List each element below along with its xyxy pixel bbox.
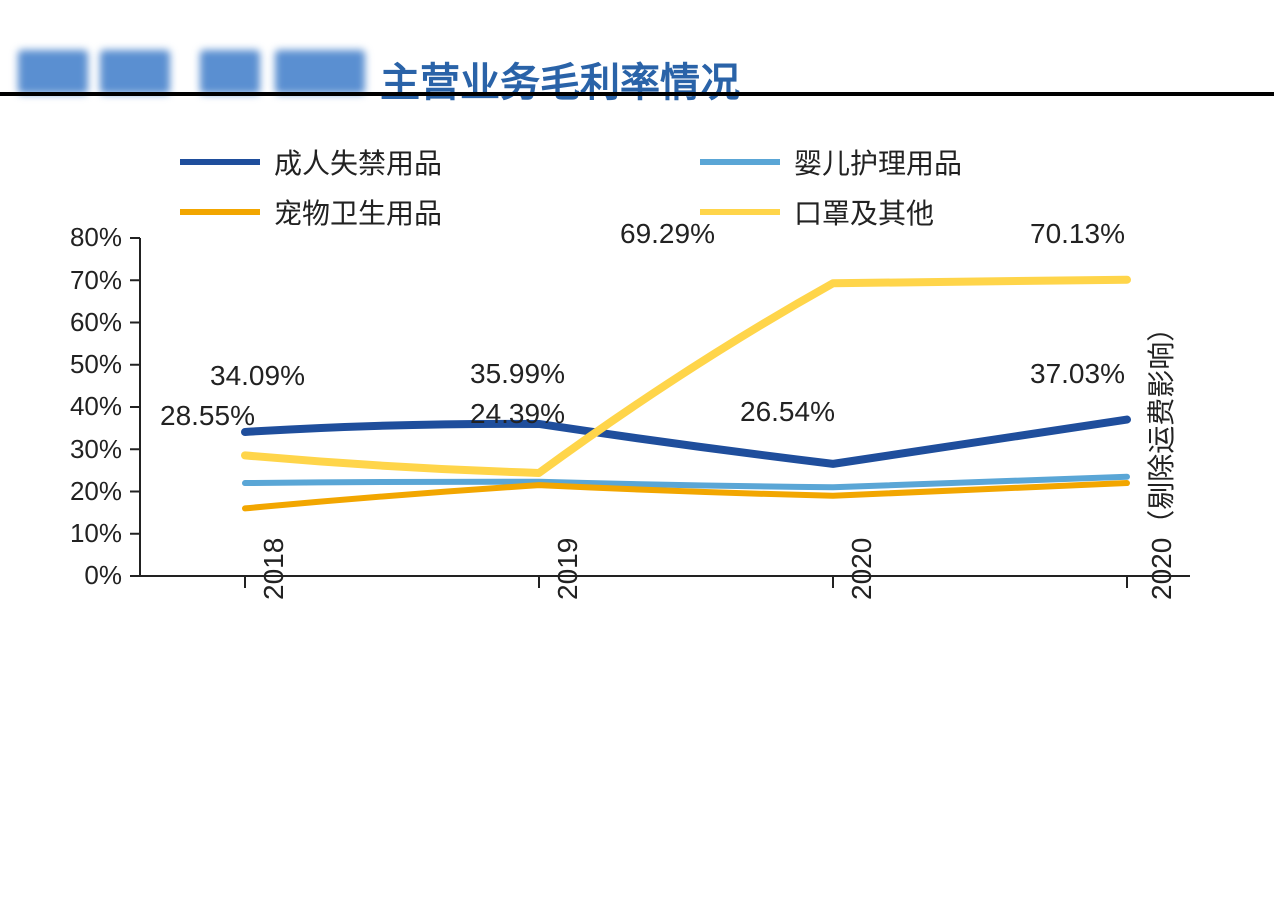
data-label: 69.29% [620, 218, 715, 250]
y-tick-label: 30% [0, 434, 122, 465]
data-label: 34.09% [210, 360, 305, 392]
x-tick-label: 2020（剔除运费影响） [1140, 314, 1180, 600]
x-tick-label: 2019 [552, 538, 584, 600]
y-tick-label: 10% [0, 518, 122, 549]
y-tick-label: 70% [0, 265, 122, 296]
y-tick-label: 20% [0, 476, 122, 507]
data-label: 28.55% [160, 400, 255, 432]
line-chart [0, 0, 1274, 900]
x-tick-label: 2018 [258, 538, 290, 600]
data-label: 24.39% [470, 398, 565, 430]
y-tick-label: 80% [0, 222, 122, 253]
y-tick-label: 60% [0, 307, 122, 338]
data-label: 70.13% [1030, 218, 1125, 250]
data-label: 37.03% [1030, 358, 1125, 390]
y-tick-label: 0% [0, 560, 122, 591]
y-tick-label: 40% [0, 391, 122, 422]
y-tick-label: 50% [0, 349, 122, 380]
x-tick-label: 2020 [846, 538, 878, 600]
data-label: 26.54% [740, 396, 835, 428]
data-label: 35.99% [470, 358, 565, 390]
